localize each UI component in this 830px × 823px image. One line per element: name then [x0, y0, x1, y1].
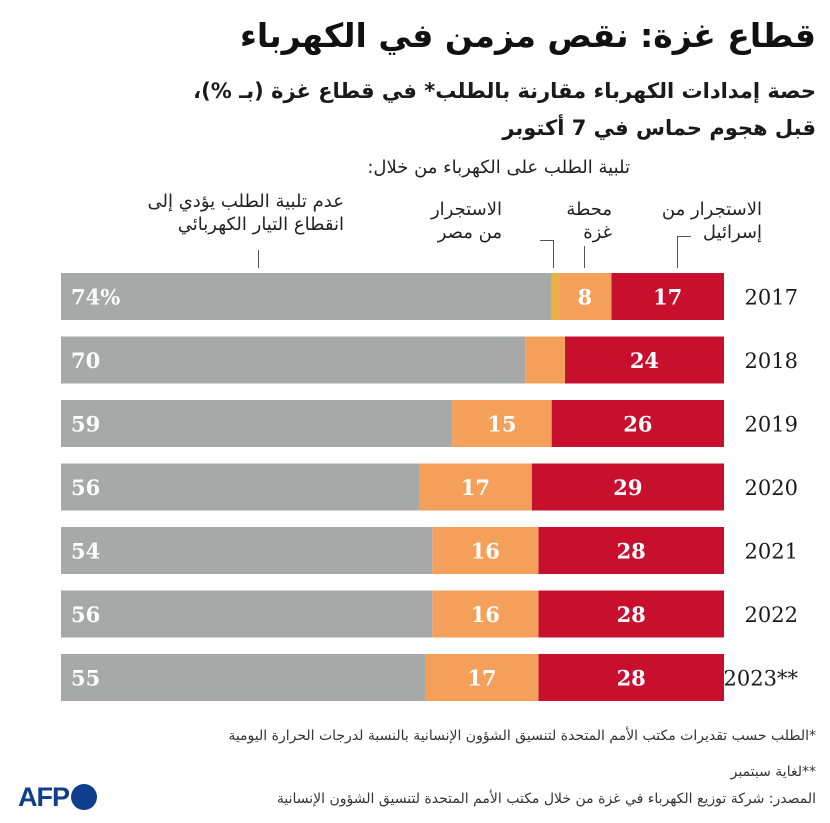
- year-label-2021: 2021: [745, 540, 798, 564]
- label-israel-2022: 28: [617, 602, 646, 627]
- label-unmet-2022: 56: [71, 602, 100, 627]
- bar-gaza-2023: [425, 654, 539, 701]
- year-label-2019: 2019: [745, 413, 798, 437]
- bar-israel-2017: [611, 273, 724, 320]
- label-israel-2023: 28: [617, 666, 646, 691]
- label-gaza-2023: 17: [467, 666, 496, 691]
- bar-israel-2022: [538, 590, 724, 638]
- bar-israel-2020: [531, 463, 724, 511]
- afp-logo-dot: [71, 784, 97, 810]
- bar-egypt-2017: [551, 273, 559, 320]
- label-israel-2017: 17: [653, 285, 682, 310]
- afp-logo: AFP: [18, 782, 97, 812]
- afp-logo-text: AFP: [18, 781, 70, 812]
- label-gaza-2020: 17: [461, 475, 490, 500]
- footnote-demand: *الطلب حسب تقديرات مكتب الأمم المتحدة لت…: [228, 728, 816, 744]
- legend-egypt-tick: [553, 240, 554, 268]
- legend-israel-tick-h: [677, 236, 691, 237]
- chart-subtitle-line1: حصة إمدادات الكهرباء مقارنة بالطلب* في ق…: [193, 79, 816, 103]
- bar-israel-2021: [538, 527, 724, 574]
- legend-egypt-label: الاستجرار من مصر: [431, 198, 502, 244]
- bar-unmet-2018: [61, 336, 526, 384]
- bar-unmet-2022: [61, 590, 433, 638]
- bar-unmet-2019: [61, 400, 453, 447]
- label-unmet-2020: 56: [71, 475, 100, 500]
- label-unmet-2019: 59: [71, 412, 100, 437]
- bar-gaza-2022: [432, 590, 539, 638]
- label-gaza-2021: 16: [471, 539, 500, 564]
- chart-subtitle-line2: قبل هجوم حماس في 7 أكتوبر: [502, 116, 816, 140]
- label-israel-2020: 29: [613, 475, 642, 500]
- year-label-2022: 2022: [745, 603, 798, 627]
- legend-header: تلبية الطلب على الكهرباء من خلال:: [367, 157, 630, 178]
- bar-gaza-2017: [558, 273, 612, 320]
- label-israel-2019: 26: [623, 412, 652, 437]
- label-gaza-2022: 16: [471, 602, 500, 627]
- legend-gaza-line2: غزة: [583, 222, 612, 243]
- bar-gaza-2018: [525, 336, 565, 384]
- bar-gaza-2020: [419, 463, 532, 511]
- bar-unmet-2021: [61, 527, 433, 574]
- legend-gaza-label: محطة غزة: [566, 198, 612, 244]
- legend-israel-line2: إسرائيل: [702, 222, 762, 243]
- legend-gaza-tick: [584, 246, 585, 268]
- bar-israel-2019: [551, 400, 724, 447]
- legend-unmet-line2: انقطاع التيار الكهربائي: [177, 214, 344, 235]
- legend-gaza-line1: محطة: [566, 199, 612, 220]
- legend-israel-tick: [677, 236, 678, 268]
- bar-unmet-2017: [61, 273, 552, 320]
- legend-egypt-line2: من مصر: [437, 222, 502, 243]
- year-label-2020: 2020: [745, 476, 798, 500]
- bar-unmet-2023: [61, 654, 426, 701]
- year-label-2023: 2023**: [724, 667, 799, 691]
- legend-egypt-tick-h: [540, 240, 554, 241]
- label-gaza-2019: 15: [487, 412, 516, 437]
- label-unmet-2018: 70: [71, 348, 100, 373]
- legend-unmet-line1: عدم تلبية الطلب يؤدي إلى: [147, 191, 345, 212]
- legend-unmet-label: عدم تلبية الطلب يؤدي إلى انقطاع التيار ا…: [148, 190, 345, 236]
- footnote-september: **لغاية سبتمبر: [730, 764, 816, 780]
- chart-title: قطاع غزة: نقص مزمن في الكهرباء: [240, 16, 816, 55]
- legend-egypt-line1: الاستجرار: [430, 199, 502, 220]
- source-note: المصدر: شركة توزيع الكهرباء في غزة من خل…: [276, 791, 816, 807]
- bar-unmet-2020: [61, 463, 420, 511]
- bar-gaza-2021: [432, 527, 539, 574]
- year-label-2017: 2017: [745, 286, 798, 310]
- label-israel-2018: 24: [630, 348, 659, 373]
- bar-israel-2018: [564, 336, 724, 384]
- legend-unmet-tick: [258, 250, 259, 268]
- legend-israel-label: الاستجرار من إسرائيل: [662, 198, 762, 244]
- label-israel-2021: 28: [617, 539, 646, 564]
- label-unmet-2021: 54: [71, 539, 100, 564]
- year-label-2018: 2018: [745, 349, 798, 373]
- bar-israel-2023: [538, 654, 724, 701]
- label-gaza-2017: 8: [577, 285, 592, 310]
- legend-israel-line1: الاستجرار من: [661, 199, 762, 220]
- label-unmet-2023: 55: [71, 666, 100, 691]
- label-unmet-2017: 74%: [71, 285, 120, 310]
- bar-gaza-2019: [452, 400, 552, 447]
